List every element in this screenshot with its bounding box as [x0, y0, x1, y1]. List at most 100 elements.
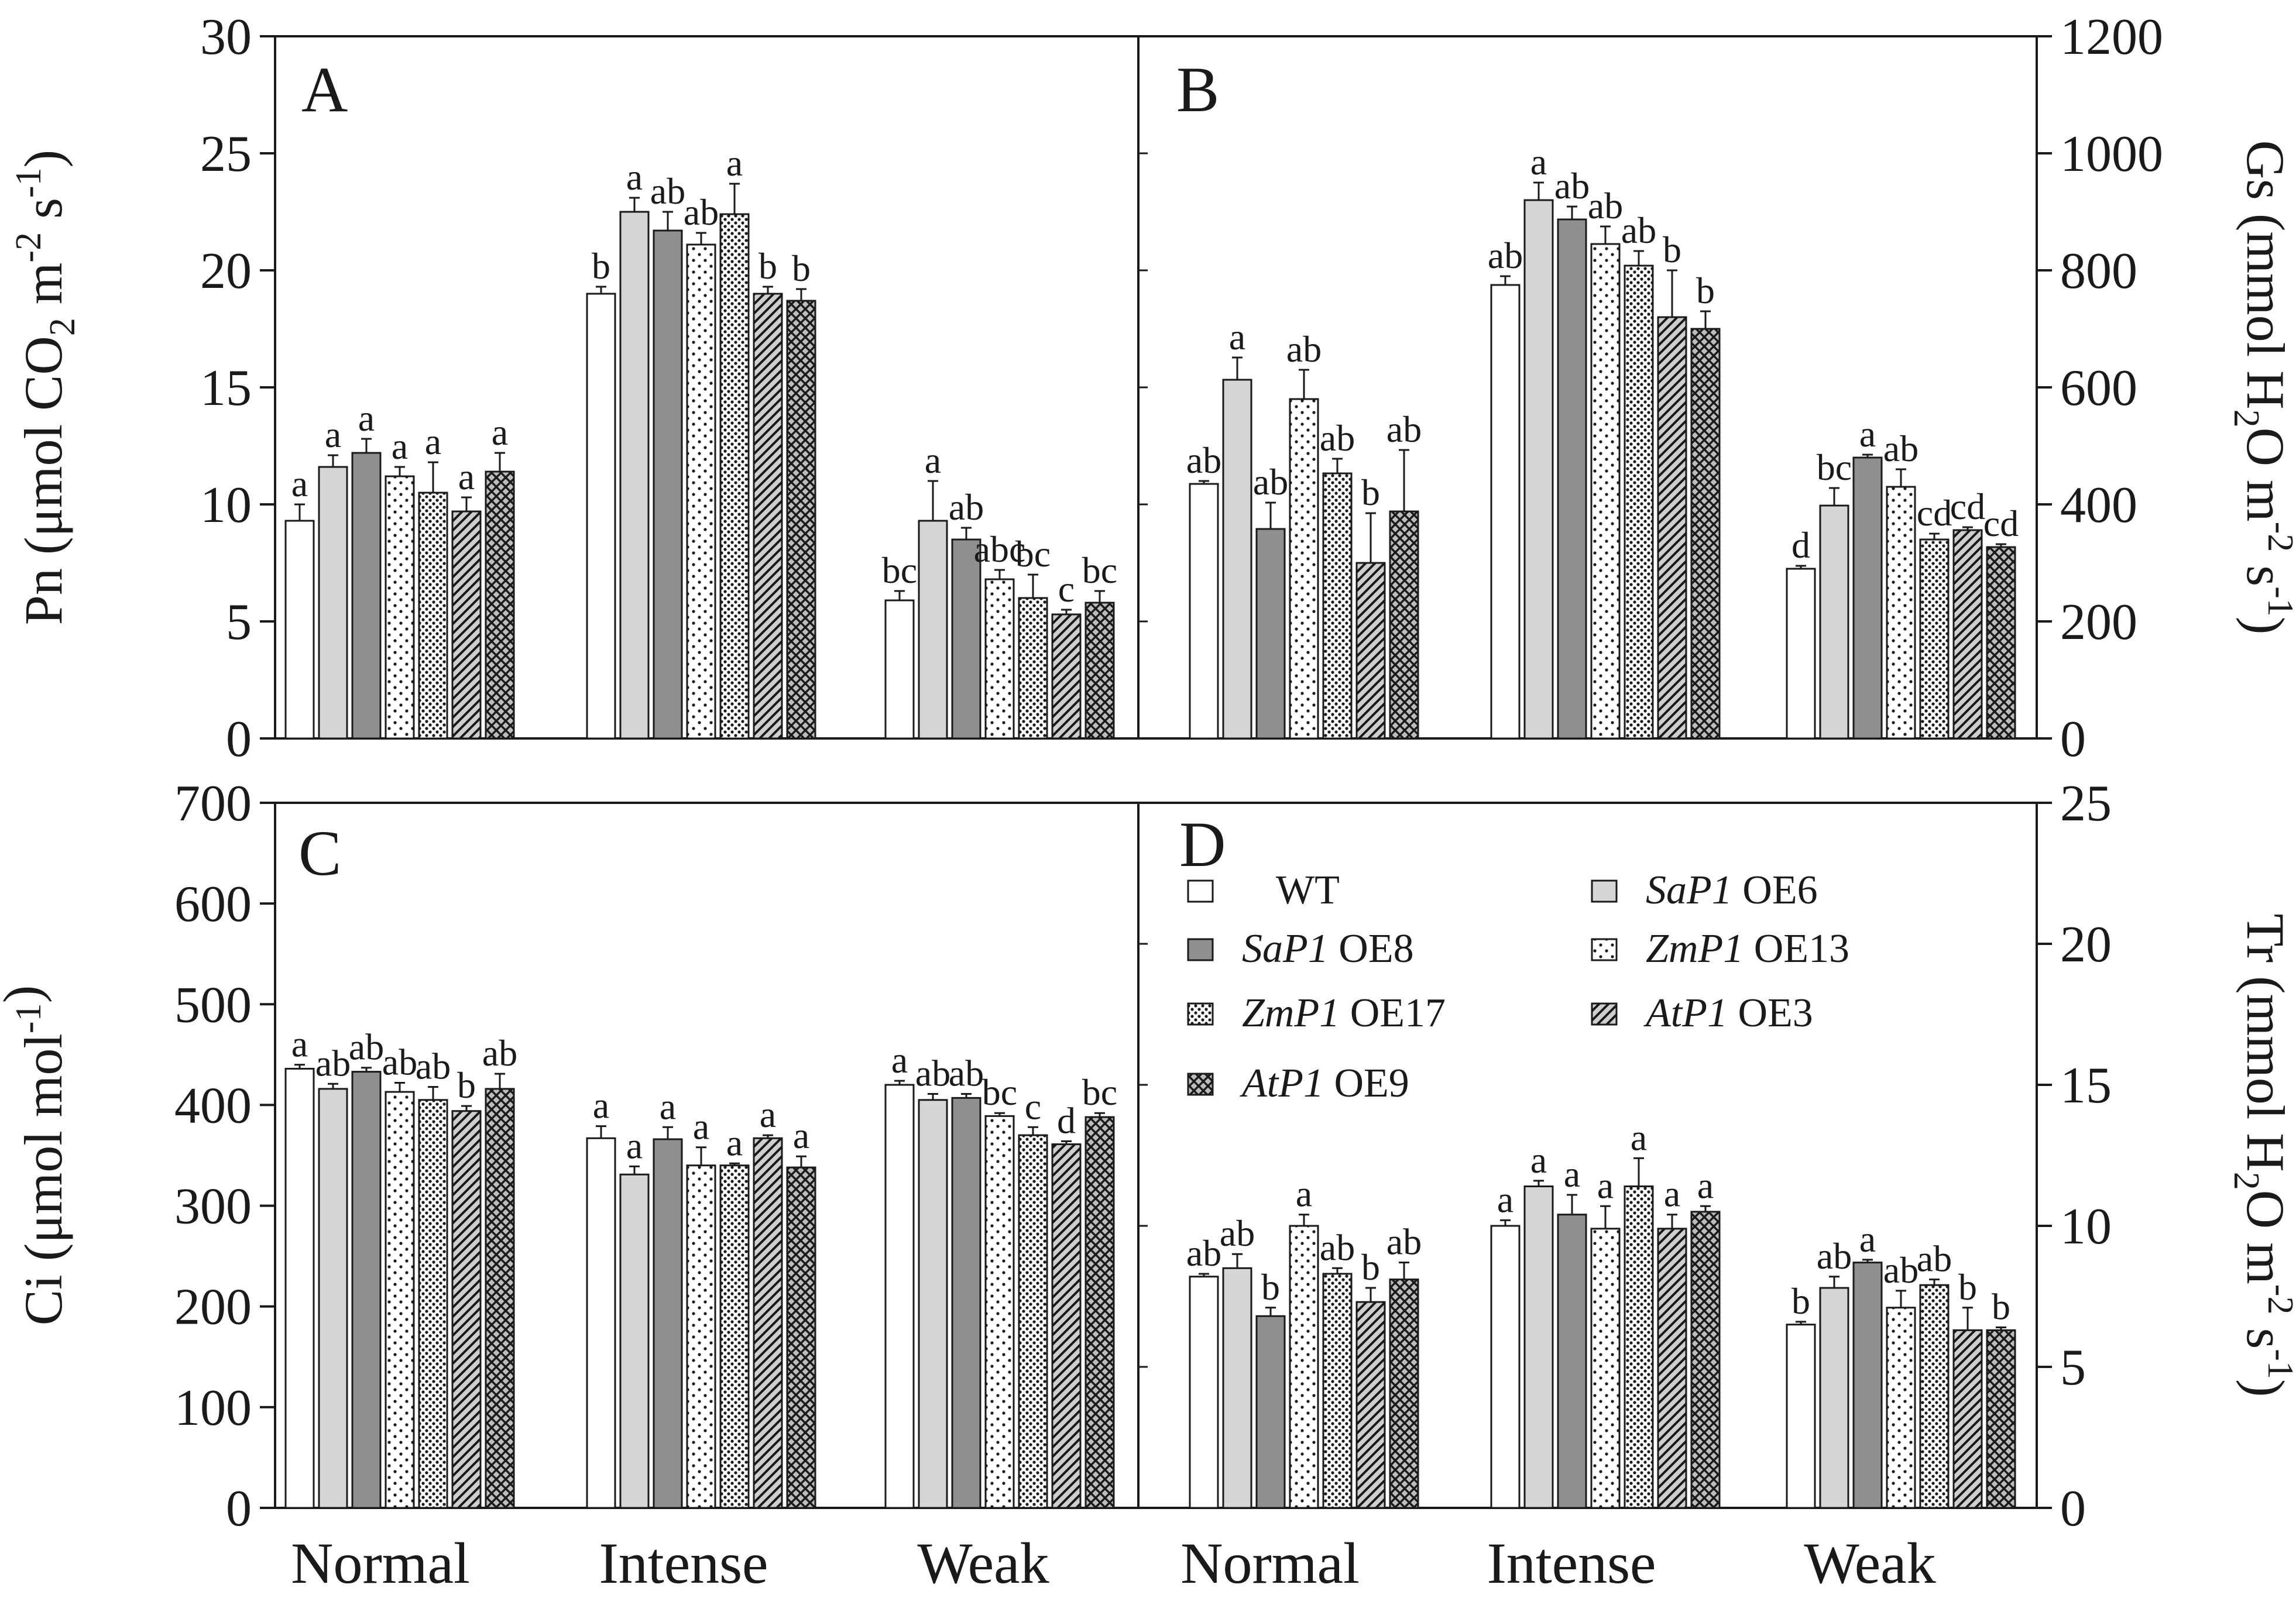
bar — [1786, 568, 1816, 740]
y-tick-label: 15 — [2060, 1057, 2112, 1114]
y-axis-title-part: O m — [2236, 1190, 2295, 1284]
panel-letter: C — [298, 817, 341, 889]
significance-letter: ab — [1253, 461, 1288, 503]
significance-letter: bc — [882, 549, 917, 591]
legend-label: ZmP1 OE13 — [1646, 926, 1849, 971]
significance-letter: b — [1958, 1266, 1977, 1308]
category-label: Weak — [917, 1531, 1049, 1596]
significance-letter: b — [1792, 1280, 1810, 1322]
significance-letter: ab — [1220, 1212, 1255, 1254]
bar — [1852, 456, 1883, 740]
significance-letter: a — [1229, 316, 1245, 358]
bar — [1819, 1287, 1849, 1509]
y-axis-title-part: ) — [13, 150, 73, 168]
bar — [1389, 510, 1419, 740]
category-label: Normal — [291, 1531, 469, 1596]
significance-letter: bc — [1015, 533, 1051, 575]
y-axis-title-part: -1 — [9, 1003, 49, 1033]
legend-gene: AtP1 — [1643, 991, 1728, 1036]
bar — [1886, 486, 1916, 740]
significance-letter: a — [1497, 1178, 1513, 1220]
panel-letter: A — [301, 54, 348, 125]
significance-letter: a — [726, 142, 743, 184]
y-axis-title-part: Tr (mmol H — [2236, 913, 2295, 1171]
bar — [884, 599, 915, 740]
significance-letter: ab — [684, 191, 719, 233]
bar — [351, 452, 382, 740]
significance-letter: a — [1664, 1173, 1680, 1215]
significance-letter: ab — [1588, 185, 1623, 226]
y-tick-label: 1000 — [2060, 126, 2163, 183]
legend-swatch — [1187, 938, 1214, 961]
legend-gene: SaP1 — [1646, 868, 1732, 913]
legend-gene: AtP1 — [1240, 1061, 1324, 1106]
significance-letter: b — [1261, 1266, 1280, 1308]
significance-letter: a — [891, 1039, 908, 1081]
legend-label: SaP1 OE6 — [1646, 868, 1818, 913]
bar — [485, 470, 515, 740]
y-axis-title-part: Ci (μmol mol — [13, 1033, 73, 1325]
significance-letter: ab — [1186, 1232, 1221, 1274]
category-label: Normal — [1180, 1531, 1359, 1596]
bar — [653, 229, 683, 740]
significance-letter: ab — [382, 1042, 417, 1083]
significance-letter: a — [1296, 1173, 1312, 1215]
y-axis-title: Ci (μmol mol-1) — [0, 985, 73, 1325]
y-axis-title-part: Pn (μmol CO — [13, 336, 73, 625]
bar — [1886, 1307, 1916, 1509]
bar — [619, 1173, 650, 1509]
y-tick-label: 20 — [2060, 916, 2112, 973]
significance-letter: ab — [315, 1042, 351, 1084]
y-axis-title-part: -2 — [2260, 1284, 2296, 1315]
bar — [1255, 528, 1286, 740]
bar — [485, 1088, 515, 1509]
bar — [451, 510, 482, 740]
significance-letter: bc — [1817, 446, 1852, 488]
bar — [1657, 316, 1687, 740]
legend-line: OE9 — [1324, 1061, 1409, 1106]
y-axis-title-part: Gs (mmol H — [2236, 140, 2295, 410]
significance-letter: ab — [1286, 328, 1322, 370]
significance-letter: ab — [349, 1026, 384, 1068]
bar — [1322, 1273, 1353, 1509]
bar — [284, 1067, 315, 1509]
bar — [1557, 218, 1587, 740]
significance-letter: b — [1361, 1246, 1380, 1288]
panel-d-chart: 0 5 10 15 20 25 Tr (mmol H2O m-2 s-1) D Normal In… — [1137, 775, 2296, 1596]
y-axis-title-part: 2 — [2226, 410, 2266, 428]
y-axis-title: Gs (mmol H2O m-2 s-1) — [2226, 140, 2296, 635]
significance-letter: b — [1663, 229, 1681, 270]
y-tick-label: 0 — [2060, 711, 2086, 768]
bar — [586, 293, 616, 740]
bar — [719, 213, 750, 740]
bar — [318, 466, 348, 740]
significance-letter: d — [1057, 1099, 1076, 1141]
legend-swatch — [1187, 1073, 1214, 1096]
category-label: Intense — [599, 1531, 768, 1596]
category-label: Normal — [1180, 1531, 1359, 1596]
bar — [1355, 562, 1386, 740]
significance-letter: b — [592, 245, 610, 287]
bar — [686, 1164, 716, 1509]
significance-letter: a — [1564, 1153, 1580, 1195]
bar — [451, 1110, 482, 1509]
bar — [1189, 1276, 1219, 1509]
significance-letter: ab — [949, 486, 984, 528]
bar — [1690, 328, 1721, 740]
y-axis-title: Pn (μmol CO2 m-2 s-1) — [9, 150, 83, 625]
y-tick-label: 10 — [2060, 1198, 2112, 1255]
significance-letter: ab — [949, 1052, 984, 1094]
bar — [1084, 602, 1115, 740]
significance-letter: a — [358, 397, 375, 439]
y-tick-label: 0 — [226, 1480, 252, 1537]
bar — [1952, 1329, 1983, 1509]
significance-letter: a — [726, 1122, 743, 1163]
significance-letter: a — [1631, 1116, 1647, 1158]
bar — [753, 293, 783, 740]
y-tick-label: 25 — [2060, 775, 2112, 832]
bar — [1523, 199, 1554, 740]
significance-letter: a — [1697, 1164, 1714, 1206]
category-label: Weak — [917, 1531, 1049, 1596]
